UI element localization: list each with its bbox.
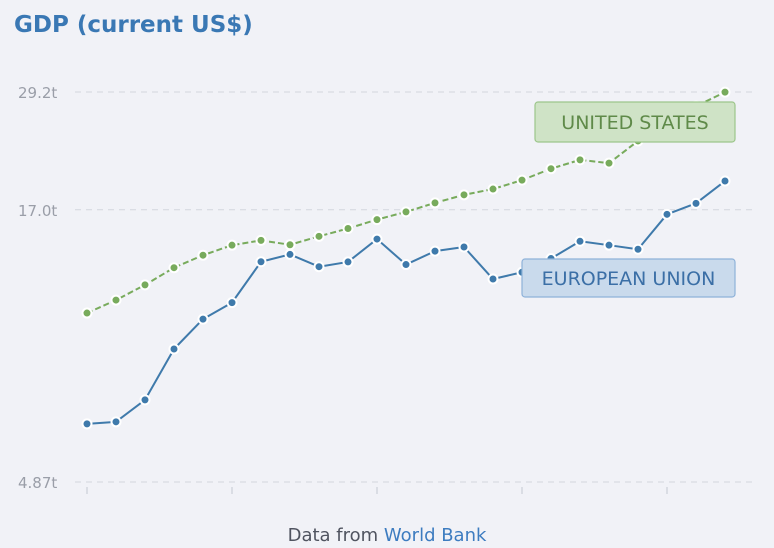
european-union-point[interactable]	[487, 273, 499, 285]
y-tick-label: 29.2t	[18, 84, 57, 102]
european-union-point[interactable]	[110, 416, 122, 428]
european-union-point[interactable]	[574, 235, 586, 247]
united-states-point[interactable]	[400, 206, 412, 218]
european-union-label-box	[521, 258, 736, 298]
united-states-point[interactable]	[487, 183, 499, 195]
united-states-point[interactable]	[110, 294, 122, 306]
united-states-point[interactable]	[226, 239, 238, 251]
european-union-label: EUROPEAN UNION	[542, 268, 716, 290]
united-states-point[interactable]	[139, 279, 151, 291]
european-union-point[interactable]	[139, 394, 151, 406]
united-states-point[interactable]	[516, 174, 528, 186]
united-states-point[interactable]	[313, 230, 325, 242]
united-states-point[interactable]	[197, 249, 209, 261]
united-states-point[interactable]	[342, 223, 354, 235]
european-union-point[interactable]	[313, 261, 325, 273]
united-states-line	[86, 91, 726, 314]
source-attribution: Data from World Bank	[0, 525, 774, 546]
united-states-point[interactable]	[284, 239, 296, 251]
world-bank-link[interactable]: World Bank	[383, 525, 487, 546]
european-union-point[interactable]	[603, 239, 615, 251]
united-states-point[interactable]	[458, 189, 470, 201]
european-union-point[interactable]	[400, 259, 412, 271]
y-tick-label: 17.0t	[18, 202, 57, 220]
european-union-point[interactable]	[661, 208, 673, 220]
european-union-point[interactable]	[81, 418, 93, 430]
united-states-point[interactable]	[545, 163, 557, 175]
source-prefix: Data from	[287, 525, 379, 546]
chart-title: GDP (current US$)	[14, 12, 253, 38]
european-union-point[interactable]	[197, 313, 209, 325]
y-tick-label: 4.87t	[18, 474, 57, 492]
european-union-point[interactable]	[632, 243, 644, 255]
european-union-point[interactable]	[719, 175, 731, 187]
united-states-label-box	[534, 101, 736, 143]
european-union-point[interactable]	[342, 256, 354, 268]
united-states-point[interactable]	[81, 307, 93, 319]
united-states-point[interactable]	[429, 197, 441, 209]
european-union-point[interactable]	[690, 197, 702, 209]
european-union-point[interactable]	[284, 248, 296, 260]
united-states-point[interactable]	[168, 262, 180, 274]
gdp-line-chart: 29.2t 17.0t 4.87t UNITED STATES EUROPEAN UNI…	[18, 84, 755, 494]
european-union-line	[86, 180, 726, 425]
united-states-point[interactable]	[719, 86, 731, 98]
united-states-point[interactable]	[603, 157, 615, 169]
european-union-point[interactable]	[168, 343, 180, 355]
european-union-point[interactable]	[429, 245, 441, 257]
european-union-point[interactable]	[371, 233, 383, 245]
european-union-point[interactable]	[458, 241, 470, 253]
united-states-point[interactable]	[574, 154, 586, 166]
united-states-label: UNITED STATES	[561, 112, 708, 134]
european-union-point[interactable]	[255, 256, 267, 268]
united-states-point[interactable]	[255, 234, 267, 246]
european-union-point[interactable]	[226, 297, 238, 309]
united-states-point[interactable]	[371, 214, 383, 226]
